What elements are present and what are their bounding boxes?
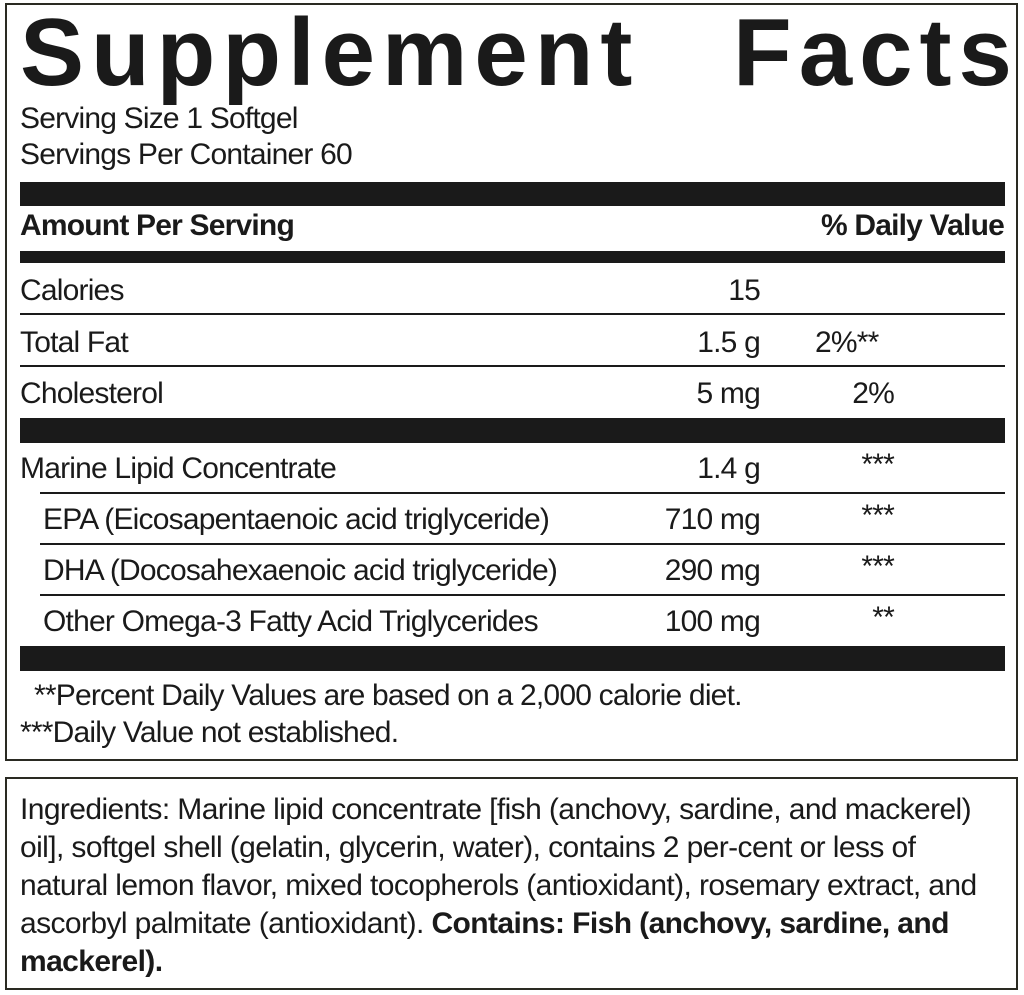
row-name: Total Fat — [20, 326, 129, 359]
serving-size: Serving Size 1 Softgel — [20, 102, 298, 135]
divider — [20, 182, 1005, 206]
supplement-facts-panel: Supplement Facts Serving Size 1 Softgel … — [5, 3, 1018, 761]
divider — [40, 492, 1005, 494]
row-dv: *** — [861, 448, 894, 481]
allergen-list: Fish (anchovy, sardine, and mackerel). — [20, 907, 949, 978]
row-name: Calories — [20, 274, 124, 307]
row-amount: 1.4 g — [697, 452, 761, 485]
divider — [20, 365, 1005, 367]
row-dv: *** — [861, 499, 894, 532]
row-name: Cholesterol — [20, 377, 164, 410]
row-dv: ** — [872, 601, 895, 634]
daily-value-header: % Daily Value — [820, 209, 1005, 242]
divider — [40, 543, 1005, 545]
divider — [20, 313, 1005, 315]
footnote-dv: **Percent Daily Values are based on a 2,… — [34, 679, 742, 712]
footnote-not-established: ***Daily Value not established. — [20, 716, 399, 749]
divider — [40, 594, 1005, 596]
row-amount: 5 mg — [696, 377, 761, 410]
servings-per-container: Servings Per Container 60 — [20, 138, 353, 171]
row-amount: 290 mg — [664, 554, 761, 587]
row-dv: *** — [861, 550, 894, 583]
row-amount: 15 — [728, 274, 761, 307]
divider — [20, 418, 1005, 443]
ingredients-list: Ingredients: Marine lipid concentrate [f… — [20, 793, 977, 940]
row-name: Marine Lipid Concentrate — [20, 452, 337, 485]
amount-per-serving-header: Amount Per Serving — [20, 209, 295, 242]
divider — [20, 646, 1005, 671]
row-amount: 100 mg — [664, 605, 761, 638]
row-name: DHA (Docosahexaenoic acid triglyceride) — [43, 554, 558, 587]
row-amount: 1.5 g — [697, 326, 761, 359]
panel-title: Supplement Facts — [20, 0, 1019, 106]
ingredients-text: Ingredients: Marine lipid concentrate [f… — [20, 791, 1005, 981]
contains-label: Contains: — [431, 907, 565, 940]
row-dv: 2%** — [815, 326, 879, 359]
row-name: EPA (Eicosapentaenoic acid triglyceride) — [43, 503, 550, 536]
divider — [20, 251, 1005, 263]
row-amount: 710 mg — [664, 503, 761, 536]
ingredients-panel: Ingredients: Marine lipid concentrate [f… — [5, 777, 1018, 990]
row-dv: 2% — [852, 377, 895, 410]
row-name: Other Omega-3 Fatty Acid Triglycerides — [43, 605, 539, 638]
